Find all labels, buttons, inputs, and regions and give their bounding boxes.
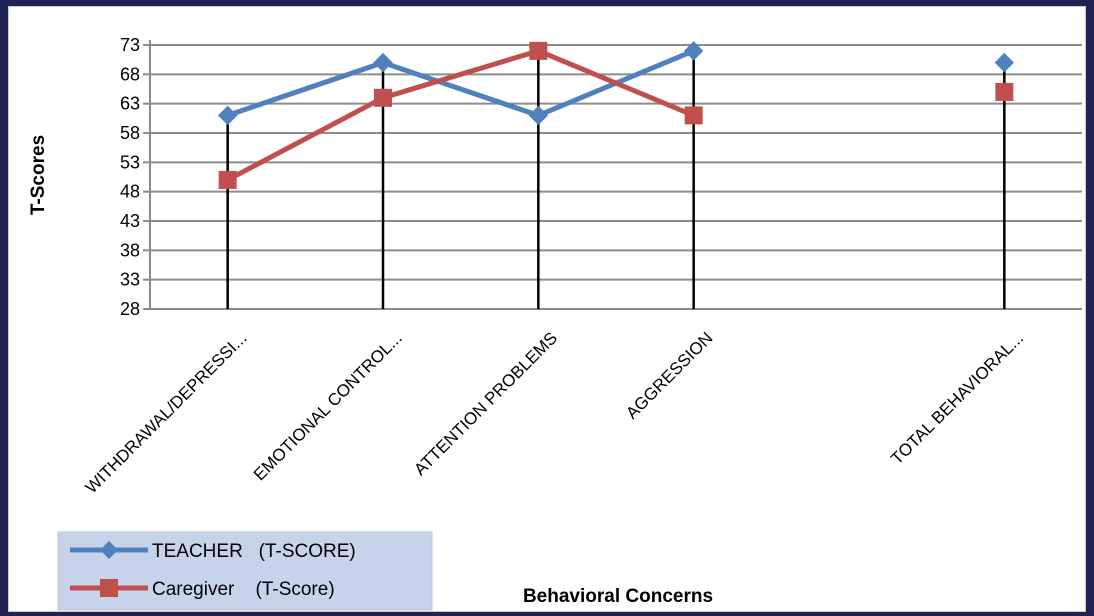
- data-point-square: [374, 88, 392, 107]
- y-tick-label: 68: [120, 64, 140, 84]
- y-tick-label: 33: [120, 270, 140, 290]
- legend: TEACHER (T-SCORE) Caregiver (T-Score): [57, 531, 433, 611]
- data-point-square: [529, 41, 548, 60]
- y-axis-title: T-Scores: [28, 135, 49, 215]
- y-tick-label: 58: [120, 123, 140, 143]
- gridlines: [143, 40, 1082, 310]
- series-line: [226, 48, 695, 183]
- data-point-square: [218, 170, 237, 189]
- y-tick-label: 38: [120, 240, 140, 260]
- data-point-diamond: [528, 105, 549, 126]
- data-point-diamond: [217, 105, 238, 126]
- y-tick-label: 63: [120, 94, 140, 114]
- y-tick-label: 53: [120, 152, 140, 172]
- y-tick-label: 43: [120, 211, 140, 231]
- drop-lines: [226, 50, 1006, 309]
- data-point-diamond: [994, 52, 1015, 73]
- x-category-label: ATTENTION PROBLEMS: [410, 328, 561, 479]
- series-lines: [226, 48, 695, 183]
- y-axis-ticks: 73 68 63 58 53 48 43 38 33 28: [120, 35, 140, 319]
- x-category-label: AGGRESSION: [622, 328, 716, 422]
- y-tick-label: 48: [120, 182, 140, 202]
- data-point-diamond: [373, 52, 393, 73]
- x-category-label: WITHDRAWAL/DEPRESSI...: [82, 328, 251, 497]
- series-line: [226, 48, 695, 118]
- data-point-square: [995, 82, 1014, 101]
- x-axis-category-labels: WITHDRAWAL/DEPRESSI... EMOTIONAL CONTROL.…: [82, 328, 1027, 497]
- legend-label: TEACHER (T-SCORE): [152, 541, 356, 562]
- legend-box: [57, 531, 433, 611]
- legend-square-marker: [100, 579, 118, 597]
- x-axis-title: Behavioral Concerns: [523, 586, 713, 607]
- legend-diamond-marker: [100, 541, 118, 559]
- data-point-square: [684, 106, 703, 125]
- x-category-label: TOTAL BEHAVIORAL...: [887, 328, 1027, 468]
- legend-label: Caregiver (T-Score): [152, 579, 335, 600]
- y-tick-label: 28: [120, 299, 140, 319]
- y-tick-label: 73: [120, 35, 140, 55]
- data-point-diamond: [683, 41, 704, 61]
- series-markers: [217, 41, 1015, 189]
- x-category-label: EMOTIONAL CONTROL...: [250, 328, 406, 484]
